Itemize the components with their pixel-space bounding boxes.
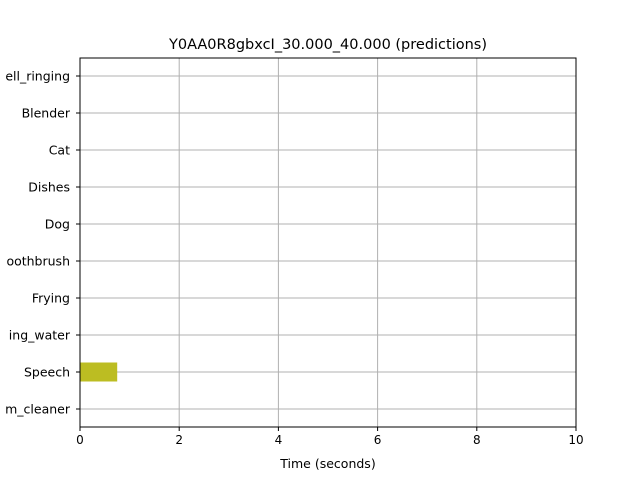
y-tick-label: m_cleaner	[5, 402, 71, 417]
x-tick-label: 4	[275, 433, 283, 447]
y-tick-label: ell_ringing	[5, 69, 70, 84]
y-tick-label: Cat	[49, 143, 70, 158]
event-bar	[80, 362, 118, 382]
x-tick-label: 6	[374, 433, 382, 447]
event-bars	[80, 362, 118, 382]
y-tick-label: Frying	[32, 291, 70, 306]
y-tick-label: Blender	[22, 106, 71, 121]
y-tick-label: Dishes	[28, 180, 70, 195]
y-tick-label: Dog	[45, 217, 70, 232]
x-tick-label: 8	[473, 433, 481, 447]
x-tick-label: 0	[76, 433, 84, 447]
x-axis: 0 2 4 6 8 10	[76, 427, 584, 447]
y-axis: ell_ringing Blender Cat Dishes Dog oothbrush F…	[5, 69, 80, 417]
x-axis-label: Time (seconds)	[279, 456, 375, 471]
chart-title: Y0AA0R8gbxcI_30.000_40.000 (predictions)	[168, 37, 487, 53]
x-tick-label: 10	[568, 433, 583, 447]
x-tick-label: 2	[175, 433, 183, 447]
y-tick-label: Speech	[24, 365, 70, 380]
y-tick-label: ing_water	[9, 328, 71, 343]
y-tick-label: oothbrush	[6, 254, 70, 269]
plot-frame	[79, 57, 577, 428]
